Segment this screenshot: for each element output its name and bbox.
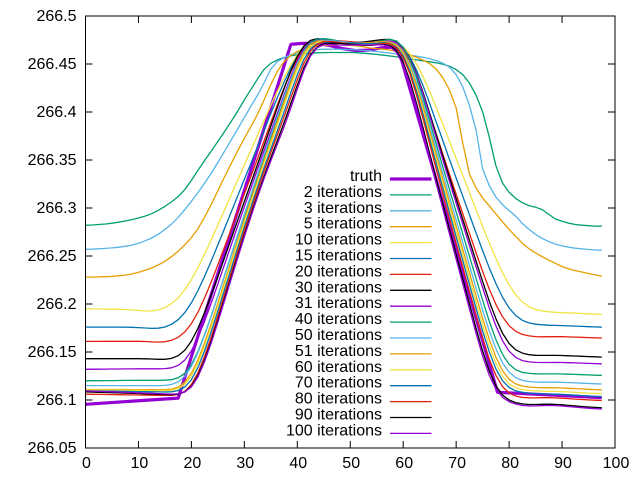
svg-text:40 iterations: 40 iterations (295, 311, 382, 328)
svg-text:30 iterations: 30 iterations (295, 279, 382, 296)
svg-text:15 iterations: 15 iterations (295, 248, 382, 265)
svg-text:100 iterations: 100 iterations (286, 422, 382, 439)
svg-text:5 iterations: 5 iterations (304, 216, 382, 233)
svg-text:80 iterations: 80 iterations (295, 391, 382, 408)
svg-text:truth: truth (350, 168, 382, 185)
svg-text:266.45: 266.45 (28, 56, 77, 73)
svg-text:266.3: 266.3 (36, 200, 76, 217)
svg-text:100: 100 (603, 455, 630, 472)
svg-text:266.25: 266.25 (28, 248, 77, 265)
svg-text:50: 50 (342, 455, 360, 472)
svg-text:60: 60 (395, 455, 413, 472)
svg-text:0: 0 (82, 455, 91, 472)
svg-text:10 iterations: 10 iterations (295, 232, 382, 249)
svg-text:60 iterations: 60 iterations (295, 359, 382, 376)
svg-text:266.35: 266.35 (28, 152, 77, 169)
svg-text:80: 80 (501, 455, 519, 472)
svg-text:2 iterations: 2 iterations (304, 184, 382, 201)
svg-text:266.5: 266.5 (36, 8, 76, 25)
svg-text:70 iterations: 70 iterations (295, 375, 382, 392)
svg-text:266.05: 266.05 (28, 440, 77, 457)
svg-text:266.15: 266.15 (28, 344, 77, 361)
svg-text:30: 30 (236, 455, 254, 472)
svg-text:50 iterations: 50 iterations (295, 327, 382, 344)
svg-text:90 iterations: 90 iterations (295, 407, 382, 424)
svg-text:10: 10 (131, 455, 149, 472)
svg-text:266.4: 266.4 (36, 104, 76, 121)
svg-text:266.2: 266.2 (36, 296, 76, 313)
svg-text:40: 40 (289, 455, 307, 472)
svg-text:20 iterations: 20 iterations (295, 263, 382, 280)
svg-text:51 iterations: 51 iterations (295, 343, 382, 360)
svg-text:31 iterations: 31 iterations (295, 295, 382, 312)
svg-text:3 iterations: 3 iterations (304, 200, 382, 217)
svg-text:266.1: 266.1 (36, 392, 76, 409)
svg-text:20: 20 (184, 455, 202, 472)
svg-text:70: 70 (448, 455, 466, 472)
svg-text:90: 90 (554, 455, 572, 472)
